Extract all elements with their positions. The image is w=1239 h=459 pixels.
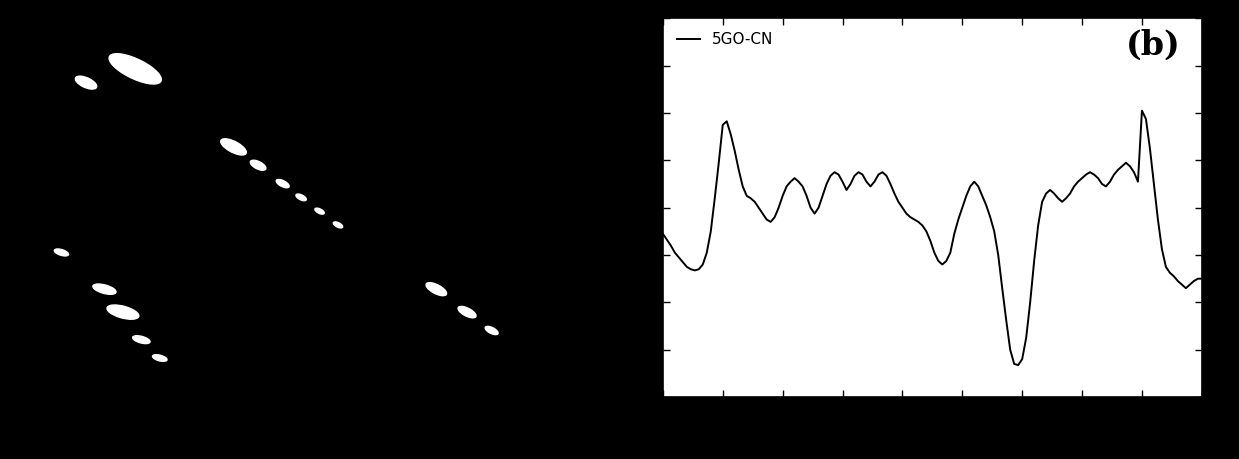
Legend: 5GO-CN: 5GO-CN (670, 26, 779, 53)
Ellipse shape (152, 355, 167, 361)
Ellipse shape (109, 54, 161, 84)
Ellipse shape (93, 284, 116, 294)
Ellipse shape (107, 305, 139, 319)
Ellipse shape (55, 249, 68, 256)
Ellipse shape (221, 139, 247, 155)
Ellipse shape (76, 76, 97, 89)
Ellipse shape (333, 222, 343, 228)
Ellipse shape (458, 307, 476, 318)
Ellipse shape (296, 194, 306, 201)
Ellipse shape (426, 283, 446, 296)
Text: (b): (b) (1126, 28, 1181, 62)
Ellipse shape (486, 326, 498, 335)
Ellipse shape (315, 208, 325, 214)
Ellipse shape (133, 336, 150, 344)
X-axis label: d (μm): d (μm) (898, 422, 966, 441)
Y-axis label: Thickness (nm): Thickness (nm) (605, 136, 623, 279)
Ellipse shape (276, 179, 289, 188)
Ellipse shape (250, 160, 266, 170)
